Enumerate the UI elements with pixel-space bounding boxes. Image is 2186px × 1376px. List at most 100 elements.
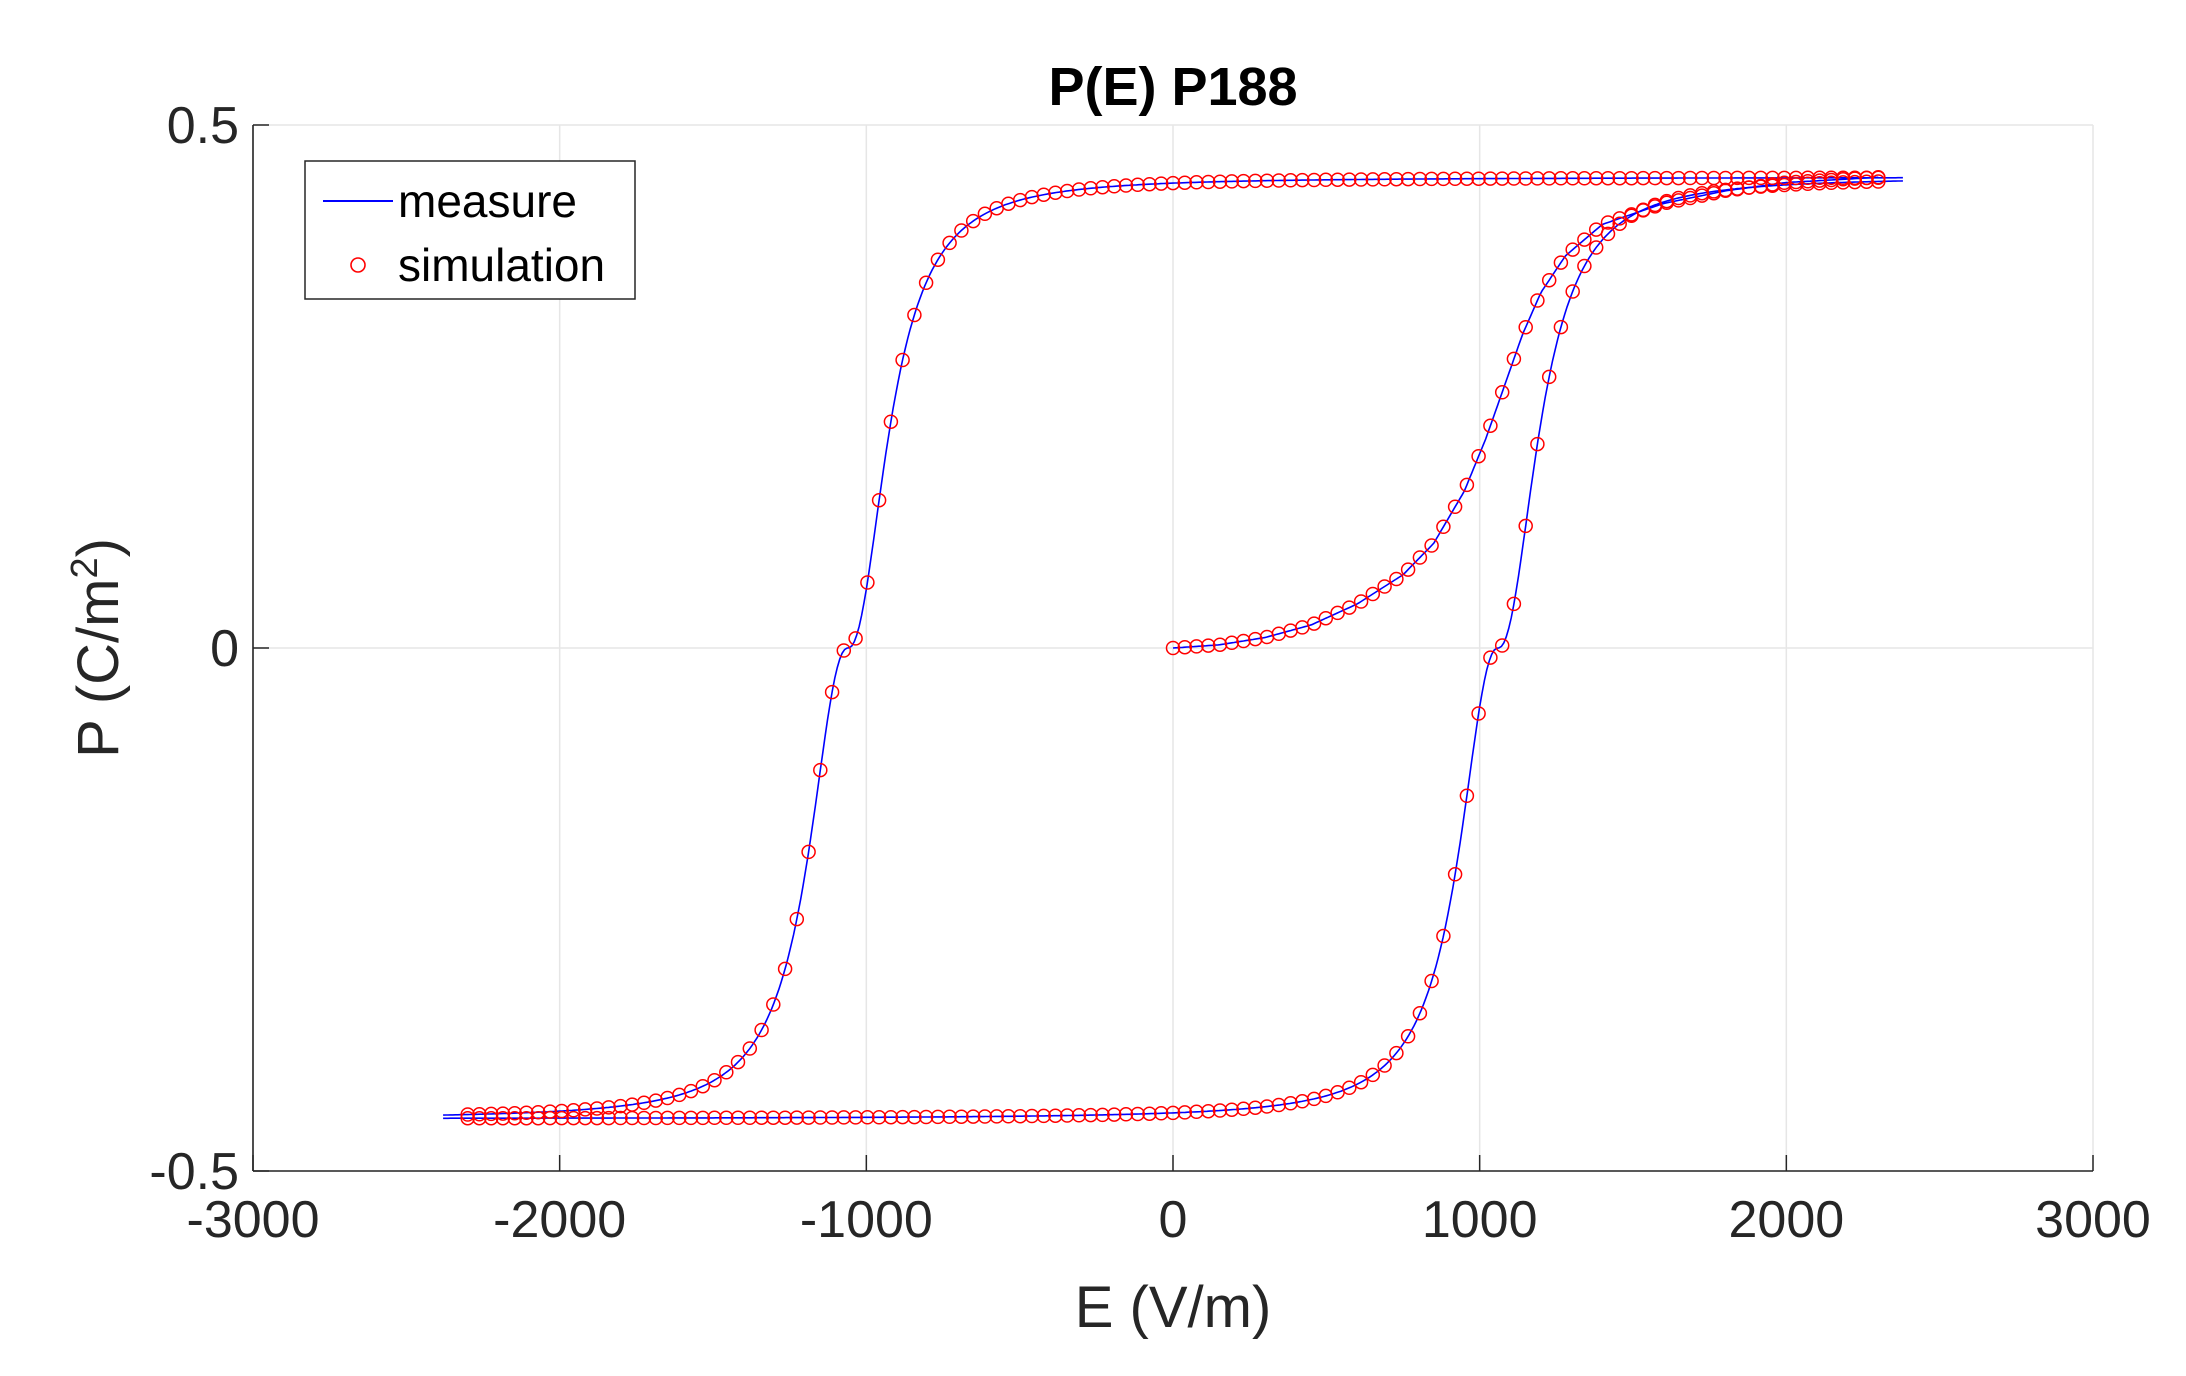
simulation-point bbox=[1400, 1029, 1416, 1044]
simulation-point bbox=[672, 1110, 687, 1126]
simulation-point bbox=[1389, 171, 1404, 187]
simulation-point bbox=[895, 1109, 910, 1125]
simulation-point bbox=[777, 1110, 793, 1125]
simulation-point bbox=[777, 961, 793, 977]
simulation-point bbox=[1483, 418, 1498, 433]
simulation-point bbox=[542, 1110, 558, 1126]
simulation-point bbox=[1577, 258, 1592, 274]
simulation-point bbox=[871, 1110, 887, 1125]
simulation-point bbox=[1353, 172, 1369, 187]
simulation-point bbox=[1682, 170, 1698, 186]
simulation-point bbox=[848, 1110, 863, 1125]
simulation-point bbox=[624, 1110, 640, 1126]
simulation-point bbox=[860, 575, 875, 590]
simulation-point bbox=[1236, 173, 1251, 189]
simulation-point bbox=[730, 1110, 746, 1126]
x-tick-label: 2000 bbox=[1728, 1191, 1844, 1249]
simulation-point bbox=[1400, 171, 1416, 187]
x-tick-label: -2000 bbox=[493, 1191, 626, 1249]
simulation-point bbox=[636, 1095, 652, 1111]
simulation-point bbox=[965, 1109, 981, 1124]
simulation-point bbox=[648, 1093, 664, 1108]
simulation-point bbox=[589, 1101, 605, 1116]
simulation-point bbox=[1024, 1108, 1040, 1124]
simulation-point bbox=[883, 1109, 899, 1125]
simulation-point bbox=[1765, 170, 1780, 186]
simulation-point bbox=[1118, 1107, 1134, 1122]
simulation-point bbox=[1424, 973, 1439, 989]
simulation-point bbox=[1189, 175, 1204, 190]
simulation-point bbox=[1541, 171, 1557, 186]
simulation-point bbox=[860, 1110, 875, 1125]
simulation-point bbox=[1424, 171, 1439, 187]
x-tick-label: 0 bbox=[1159, 1191, 1188, 1249]
simulation-point bbox=[954, 223, 969, 238]
simulation-point bbox=[1565, 171, 1580, 186]
simulation-point bbox=[1824, 175, 1839, 191]
simulation-point bbox=[1212, 174, 1228, 189]
simulation-point bbox=[1201, 638, 1216, 653]
simulation-point bbox=[648, 1110, 664, 1126]
simulation-point bbox=[1165, 1105, 1181, 1121]
simulation-point bbox=[507, 1110, 522, 1126]
simulation-point bbox=[542, 1104, 558, 1119]
simulation-point bbox=[801, 844, 816, 860]
simulation-point bbox=[1530, 436, 1545, 452]
simulation-point bbox=[907, 307, 922, 323]
simulation-point bbox=[1506, 596, 1522, 612]
axes: -3000 -2000 -1000 0 1000 2000 3000 -0.5 0 0.5 bbox=[149, 97, 2150, 1249]
simulation-point bbox=[1518, 319, 1533, 335]
simulation-point bbox=[1483, 650, 1498, 665]
simulation-point bbox=[1471, 448, 1486, 464]
simulation-point bbox=[1577, 232, 1592, 247]
simulation-point bbox=[1800, 170, 1816, 186]
simulation-point bbox=[742, 1041, 758, 1056]
simulation-point bbox=[789, 1110, 805, 1125]
simulation-point bbox=[1283, 1096, 1298, 1111]
simulation-point bbox=[1541, 369, 1557, 385]
simulation-point bbox=[813, 762, 828, 778]
simulation-point bbox=[742, 1110, 758, 1126]
legend-simulation-label: simulation bbox=[398, 239, 605, 291]
simulation-point bbox=[1153, 176, 1169, 191]
simulation-point bbox=[766, 997, 781, 1012]
simulation-point bbox=[989, 1109, 1004, 1124]
simulation-point bbox=[871, 492, 887, 508]
simulation-point bbox=[460, 1110, 475, 1126]
simulation-point bbox=[1718, 170, 1733, 186]
simulation-point bbox=[613, 1110, 628, 1126]
simulation-point bbox=[1506, 171, 1522, 186]
simulation-point bbox=[719, 1065, 734, 1080]
simulation-point bbox=[1835, 175, 1851, 190]
simulation-point bbox=[1635, 170, 1651, 186]
simulation-point bbox=[1588, 170, 1604, 186]
simulation-point bbox=[848, 631, 863, 646]
simulation-point bbox=[1095, 1107, 1110, 1123]
simulation-point bbox=[719, 1110, 734, 1126]
simulation-point bbox=[1071, 1108, 1087, 1123]
simulation-point bbox=[1412, 171, 1428, 187]
simulation-point bbox=[1565, 242, 1580, 257]
simulation-point bbox=[1494, 638, 1510, 653]
simulation-point bbox=[1612, 216, 1627, 231]
simulation-point bbox=[1177, 175, 1193, 190]
simulation-point bbox=[766, 1110, 781, 1125]
simulation-point bbox=[1389, 1045, 1404, 1061]
simulation-point bbox=[1553, 319, 1569, 335]
simulation-point bbox=[483, 1110, 499, 1126]
simulation-point bbox=[1083, 181, 1098, 196]
simulation-point bbox=[1694, 170, 1710, 186]
simulation-point bbox=[1459, 477, 1475, 493]
simulation-point bbox=[1447, 867, 1463, 882]
simulation-point bbox=[1001, 1109, 1016, 1124]
simulation-point bbox=[824, 684, 840, 700]
simulation-point bbox=[589, 1110, 605, 1126]
simulation-point bbox=[1059, 1108, 1075, 1123]
simulation-point bbox=[1436, 519, 1451, 535]
y-tick-label: 0.5 bbox=[167, 97, 239, 155]
simulation-point bbox=[1142, 1106, 1157, 1121]
simulation-point bbox=[1224, 174, 1240, 189]
simulation-point bbox=[1330, 605, 1345, 621]
simulation-point bbox=[942, 1109, 957, 1125]
